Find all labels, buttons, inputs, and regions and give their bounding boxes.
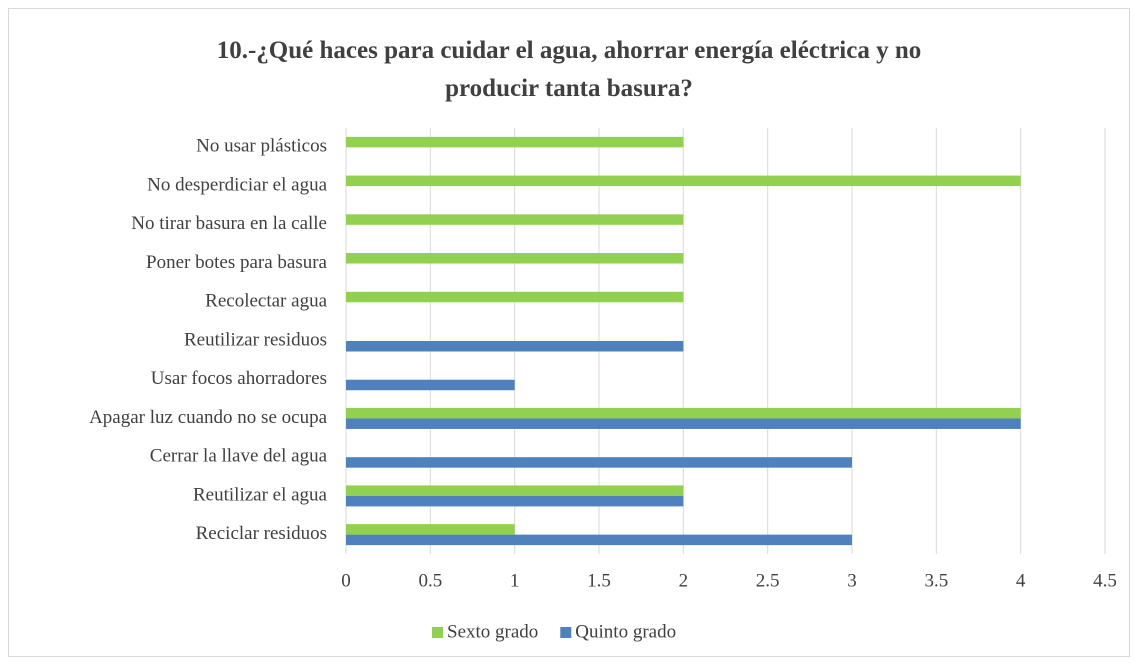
- y-tick-label: No desperdiciar el agua: [147, 174, 327, 195]
- x-tick-label: 0: [341, 570, 351, 591]
- legend-label: Quinto grado: [575, 621, 676, 642]
- y-tick-label: Reutilizar residuos: [184, 329, 327, 350]
- y-tick-label: No tirar basura en la calle: [131, 213, 327, 234]
- x-tick-label: 3.5: [924, 570, 948, 591]
- y-tick-label: Reutilizar el agua: [193, 484, 328, 505]
- bar: [346, 524, 515, 535]
- bar: [346, 457, 852, 468]
- x-tick-label: 2.5: [756, 570, 780, 591]
- y-tick-label: Cerrar la llave del agua: [150, 446, 328, 467]
- x-tick-label: 4.5: [1093, 570, 1117, 591]
- legend-label: Sexto grado: [447, 621, 538, 642]
- x-tick-label: 2: [679, 570, 689, 591]
- bar: [346, 485, 684, 496]
- bar: [346, 418, 1021, 429]
- legend-swatch: [432, 627, 443, 638]
- y-tick-label: Apagar luz cuando no se ocupa: [89, 407, 328, 428]
- bar: [346, 214, 684, 225]
- bar: [346, 379, 515, 391]
- bar: [346, 136, 684, 148]
- bar: [346, 253, 684, 264]
- x-tick-label: 4: [1016, 570, 1026, 591]
- x-tick-label: 0.5: [418, 570, 442, 591]
- bar: [346, 534, 852, 546]
- x-tick-label: 3: [847, 570, 857, 591]
- y-tick-label: Recolectar agua: [205, 291, 327, 312]
- bar: [346, 495, 684, 507]
- x-tick-label: 1: [510, 570, 520, 591]
- legend-swatch: [560, 627, 572, 638]
- y-tick-label: Usar focos ahorradores: [151, 368, 327, 389]
- chart-title: 10.-¿Qué haces para cuidar el agua, ahor…: [217, 37, 922, 102]
- y-tick-label: No usar plásticos: [196, 136, 327, 157]
- bar: [346, 407, 1021, 419]
- x-tick-label: 1.5: [587, 570, 611, 591]
- bar: [346, 175, 1021, 187]
- y-tick-label: Poner botes para basura: [146, 252, 328, 273]
- bar: [346, 341, 684, 352]
- chart-border: [8, 8, 1130, 657]
- bar: [346, 291, 684, 303]
- y-tick-label: Reciclar residuos: [196, 523, 327, 544]
